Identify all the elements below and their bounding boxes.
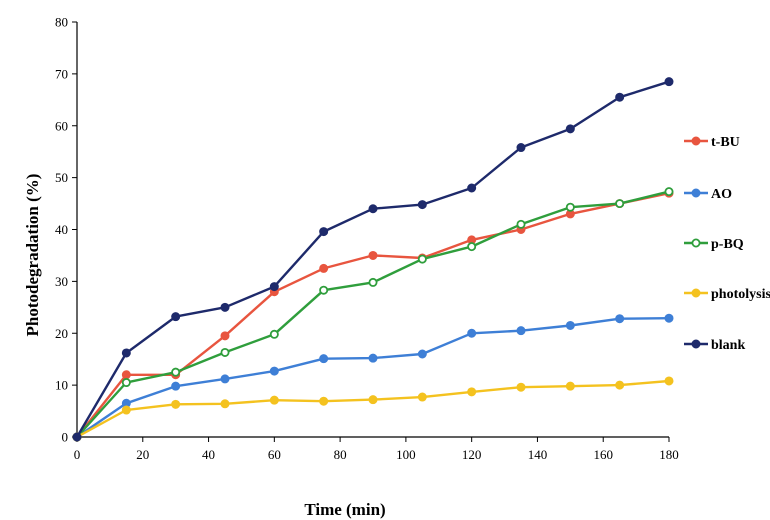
x-tick-label: 120 xyxy=(462,447,482,462)
data-point xyxy=(319,227,329,237)
y-tick-label: 70 xyxy=(55,66,68,81)
x-axis-title: Time (min) xyxy=(304,500,385,519)
data-point xyxy=(368,204,378,214)
legend-item: AO xyxy=(684,187,732,202)
data-point xyxy=(220,374,230,384)
data-point xyxy=(220,302,230,312)
y-tick-label: 0 xyxy=(62,430,69,445)
data-point xyxy=(565,320,575,330)
series-line xyxy=(76,317,670,438)
legend-item: blank xyxy=(684,338,745,353)
data-point xyxy=(516,326,526,336)
y-tick-label: 80 xyxy=(55,15,68,30)
data-point xyxy=(615,92,625,102)
data-point xyxy=(467,387,477,397)
y-tick-label: 10 xyxy=(55,378,68,393)
data-point xyxy=(269,329,279,339)
data-point xyxy=(664,313,674,323)
y-tick-label: 40 xyxy=(55,222,68,237)
data-point xyxy=(368,353,378,363)
data-point xyxy=(319,285,329,295)
data-point xyxy=(467,183,477,193)
data-point xyxy=(417,254,427,264)
data-point xyxy=(516,143,526,153)
legend-swatch-marker xyxy=(691,339,701,349)
x-tick-label: 40 xyxy=(202,447,215,462)
legend-swatch-marker xyxy=(691,288,701,298)
data-point xyxy=(664,187,674,197)
data-point xyxy=(417,200,427,210)
data-point xyxy=(615,199,625,209)
data-point xyxy=(121,378,131,388)
data-point xyxy=(121,370,131,380)
data-point xyxy=(516,382,526,392)
x-tick-label: 160 xyxy=(593,447,613,462)
data-point xyxy=(565,124,575,134)
series-photolysis xyxy=(72,376,674,442)
data-point xyxy=(121,348,131,358)
data-point xyxy=(319,354,329,364)
data-point xyxy=(615,380,625,390)
data-point xyxy=(269,395,279,405)
legend-item: t-BU xyxy=(684,135,740,150)
series-p-bq xyxy=(72,187,674,442)
data-point xyxy=(664,376,674,386)
data-point xyxy=(171,367,181,377)
data-point xyxy=(269,366,279,376)
x-tick-label: 60 xyxy=(268,447,281,462)
y-axis-title: Photodegradation (%) xyxy=(23,174,42,337)
axes: 0 10 20 30 40 50 60 70 80 0 20 40 60 80 100 120 140 160 18… xyxy=(55,15,679,463)
data-point xyxy=(417,392,427,402)
data-point xyxy=(417,349,427,359)
data-point xyxy=(220,331,230,341)
data-point xyxy=(171,399,181,409)
x-tick-label: 100 xyxy=(396,447,416,462)
legend-label: blank xyxy=(711,338,745,353)
legend: t-BU AO p-BQ photolysis blank xyxy=(684,135,770,353)
data-point xyxy=(565,381,575,391)
legend-label: t-BU xyxy=(711,135,740,150)
y-tick-label: 30 xyxy=(55,274,68,289)
x-tick-label: 0 xyxy=(74,447,81,462)
data-point xyxy=(664,77,674,87)
data-point xyxy=(171,381,181,391)
x-tick-label: 140 xyxy=(528,447,548,462)
data-point xyxy=(368,395,378,405)
y-tick-label: 60 xyxy=(55,118,68,133)
legend-label: p-BQ xyxy=(711,237,744,252)
data-point xyxy=(72,432,82,442)
legend-label: AO xyxy=(711,187,732,202)
x-tick-label: 20 xyxy=(136,447,149,462)
data-point xyxy=(319,263,329,273)
legend-item: photolysis xyxy=(684,287,770,302)
y-tick-label: 20 xyxy=(55,326,68,341)
x-tick-label: 80 xyxy=(334,447,347,462)
y-tick-label: 50 xyxy=(55,170,68,185)
x-tick-label: 180 xyxy=(659,447,679,462)
data-point xyxy=(615,314,625,324)
legend-swatch-marker xyxy=(691,136,701,146)
data-point xyxy=(467,242,477,252)
series-ao xyxy=(72,313,674,442)
legend-swatch-marker xyxy=(691,238,701,248)
data-point xyxy=(121,405,131,415)
legend-item: p-BQ xyxy=(684,237,744,252)
legend-swatch-marker xyxy=(691,188,701,198)
series-blank xyxy=(72,77,674,442)
data-point xyxy=(516,219,526,229)
data-point xyxy=(467,328,477,338)
data-point xyxy=(565,202,575,212)
data-point xyxy=(269,282,279,292)
data-point xyxy=(171,312,181,322)
legend-label: photolysis xyxy=(711,287,770,302)
data-point xyxy=(220,347,230,357)
data-point xyxy=(319,396,329,406)
data-point xyxy=(368,250,378,260)
data-point xyxy=(368,277,378,287)
series-layer xyxy=(72,77,674,442)
data-point xyxy=(220,399,230,409)
